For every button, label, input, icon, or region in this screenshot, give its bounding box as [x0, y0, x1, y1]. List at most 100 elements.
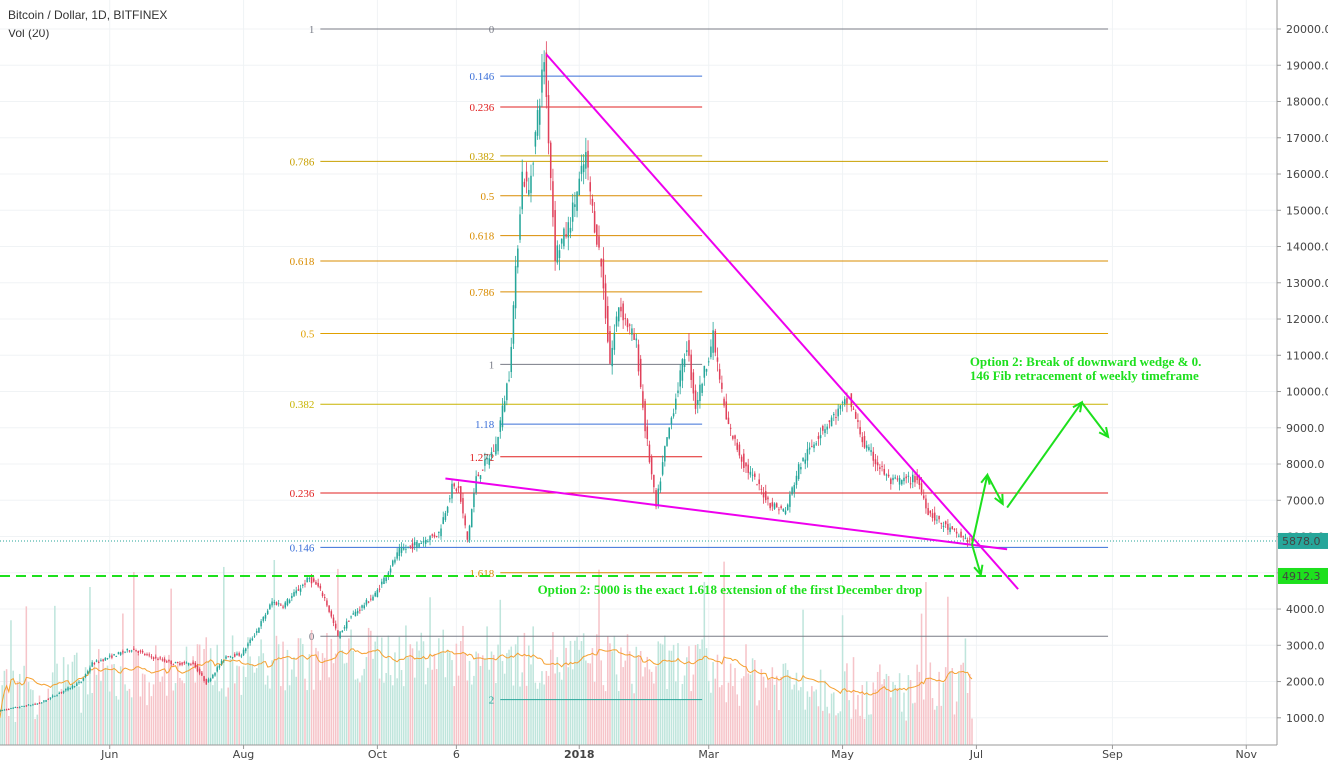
volume-bar — [754, 660, 756, 745]
volume-bar — [126, 690, 129, 745]
volume-bar — [141, 673, 144, 745]
volume-bar — [808, 696, 811, 745]
volume-bar — [119, 666, 122, 745]
candle-body — [394, 559, 396, 563]
volume-bar — [718, 687, 721, 745]
candle-body — [760, 488, 763, 490]
volume-bar — [552, 632, 554, 745]
volume-bar — [207, 660, 210, 745]
volume-bar — [958, 672, 960, 745]
volume-bar — [431, 669, 434, 745]
volume-bar — [716, 654, 719, 745]
annotation-line: Option 2: 5000 is the exact 1.618 extens… — [538, 582, 923, 597]
arrow-head — [994, 493, 1004, 506]
volume-bar — [8, 715, 10, 745]
volume-bar — [350, 629, 352, 745]
wedge-trendline — [545, 53, 1019, 590]
candle-body — [598, 236, 600, 248]
volume-bar — [420, 632, 423, 745]
candle-body — [585, 152, 587, 169]
candle-body — [657, 488, 660, 505]
volume-bar — [628, 651, 631, 745]
price-tick-label: 3000.0 — [1286, 639, 1325, 652]
price-tick-label: 20000.0 — [1286, 23, 1328, 36]
volume-bar — [947, 596, 949, 745]
candle-body — [47, 698, 50, 700]
fib-december: 0 0.146 0.236 0.382 0.5 0.618 0.786 1 1.18 1.272 1… — [470, 24, 703, 707]
volume-bar — [633, 693, 635, 745]
volume-bar — [892, 682, 894, 745]
volume-bar — [925, 582, 927, 745]
candle-body — [462, 498, 464, 514]
volume-bar — [225, 696, 227, 745]
volume-bar — [273, 560, 276, 745]
candle-body — [34, 703, 36, 705]
candle-body — [699, 384, 701, 402]
current-price-label: 5878.0 — [1282, 535, 1321, 548]
candle-body — [690, 354, 692, 380]
candle-body — [727, 417, 730, 425]
candle-body — [528, 189, 530, 195]
candle-body — [874, 459, 877, 465]
candle-body — [552, 181, 554, 218]
volume-bar — [67, 664, 69, 745]
volume-bar — [295, 676, 297, 745]
volume-bar — [960, 664, 962, 745]
candle-body — [405, 548, 407, 550]
fib-level-label: 1 — [489, 359, 495, 371]
volume-bar — [84, 667, 87, 745]
fib-level-label: 0 — [489, 24, 495, 36]
candle-body — [769, 503, 771, 509]
volume-bar — [262, 653, 265, 745]
volume-bar — [852, 657, 855, 745]
candle-body — [675, 398, 677, 410]
candle-body — [356, 610, 359, 614]
candle-body — [376, 589, 379, 597]
candle-body — [133, 648, 135, 650]
fib-level-label: 0.382 — [290, 399, 315, 411]
candle-body — [187, 663, 190, 665]
candle-body — [387, 572, 390, 578]
candle-body — [126, 648, 129, 651]
candle-body — [519, 214, 521, 240]
candle-body — [896, 478, 899, 480]
candle-body — [490, 452, 493, 457]
time-tick-label: Nov — [1236, 748, 1258, 761]
candle-body — [613, 332, 616, 350]
candle-body — [824, 429, 826, 433]
candle-body — [82, 678, 85, 681]
volume-bar — [78, 686, 80, 745]
candle-body — [797, 464, 800, 480]
candle-body — [646, 426, 649, 440]
volume-bar — [444, 677, 447, 745]
volume-bar — [964, 638, 967, 745]
candle-body — [514, 265, 517, 309]
time-tick-label: 6 — [453, 748, 460, 761]
annotation-text: Option 2: 5000 is the exact 1.618 extens… — [538, 582, 923, 597]
volume-bar — [545, 671, 548, 745]
candle-body — [521, 171, 523, 210]
price-tick-label: 14000.0 — [1286, 241, 1328, 254]
volume-bar — [688, 646, 690, 745]
volume-bar — [622, 667, 624, 745]
candle-body — [451, 483, 453, 499]
volume-bar — [216, 644, 218, 745]
candle-body — [190, 664, 192, 666]
candle-body — [762, 493, 765, 498]
candle-body — [953, 528, 956, 530]
volume-bar — [499, 599, 502, 745]
volume-bar — [865, 681, 868, 745]
candle-body — [898, 477, 901, 485]
candle-body — [155, 656, 157, 658]
candle-body — [795, 475, 798, 485]
volume-bar — [152, 684, 155, 745]
candle-body — [139, 650, 142, 652]
chart-title: Bitcoin / Dollar, 1D, BITFINEX — [8, 8, 168, 22]
volume-bar — [508, 649, 510, 745]
candle-body — [400, 546, 403, 553]
volume-bar — [106, 665, 109, 745]
candle-body — [374, 592, 376, 597]
volume-bar — [556, 657, 559, 745]
candle-body — [389, 568, 392, 573]
